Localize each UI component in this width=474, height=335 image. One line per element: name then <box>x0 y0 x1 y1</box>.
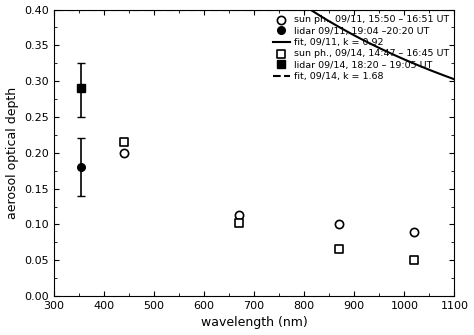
fit, 09/14, k = 1.68 <box>78 8 83 12</box>
fit, 09/14, k = 1.68 <box>452 8 457 12</box>
sun ph., 09/11, 15:50 – 16:51 UT <box>336 222 343 227</box>
X-axis label: wavelength (nm): wavelength (nm) <box>201 317 308 329</box>
fit, 09/11, k = 0.92 <box>285 8 291 12</box>
sun ph., 09/14, 14:47 – 16:45 UT <box>120 139 128 145</box>
fit, 09/11, k = 0.92 <box>307 8 313 12</box>
sun ph., 09/11, 15:50 – 16:51 UT <box>410 229 418 234</box>
fit, 09/11, k = 0.92 <box>396 55 402 59</box>
Legend: sun ph., 09/11, 15:50 – 16:51 UT, lidar 09/11, 19:04 –20:20 UT, fit, 09/11, k = : sun ph., 09/11, 15:50 – 16:51 UT, lidar … <box>270 12 452 84</box>
sun ph., 09/14, 14:47 – 16:45 UT <box>410 258 418 263</box>
sun ph., 09/11, 15:50 – 16:51 UT <box>120 150 128 155</box>
fit, 09/14, k = 1.68 <box>307 8 313 12</box>
Y-axis label: aerosol optical depth: aerosol optical depth <box>6 87 18 219</box>
sun ph., 09/14, 14:47 – 16:45 UT <box>336 247 343 252</box>
fit, 09/14, k = 1.68 <box>396 8 402 12</box>
fit, 09/11, k = 0.92 <box>452 77 457 81</box>
Line: fit, 09/11, k = 0.92: fit, 09/11, k = 0.92 <box>56 10 455 79</box>
fit, 09/14, k = 1.68 <box>54 8 59 12</box>
fit, 09/11, k = 0.92 <box>54 8 59 12</box>
fit, 09/14, k = 1.68 <box>285 8 291 12</box>
sun ph., 09/14, 14:47 – 16:45 UT <box>235 220 243 226</box>
fit, 09/11, k = 0.92 <box>295 8 301 12</box>
fit, 09/14, k = 1.68 <box>295 8 301 12</box>
fit, 09/11, k = 0.92 <box>356 36 361 40</box>
fit, 09/11, k = 0.92 <box>78 8 83 12</box>
sun ph., 09/11, 15:50 – 16:51 UT <box>235 212 243 218</box>
fit, 09/14, k = 1.68 <box>356 8 361 12</box>
